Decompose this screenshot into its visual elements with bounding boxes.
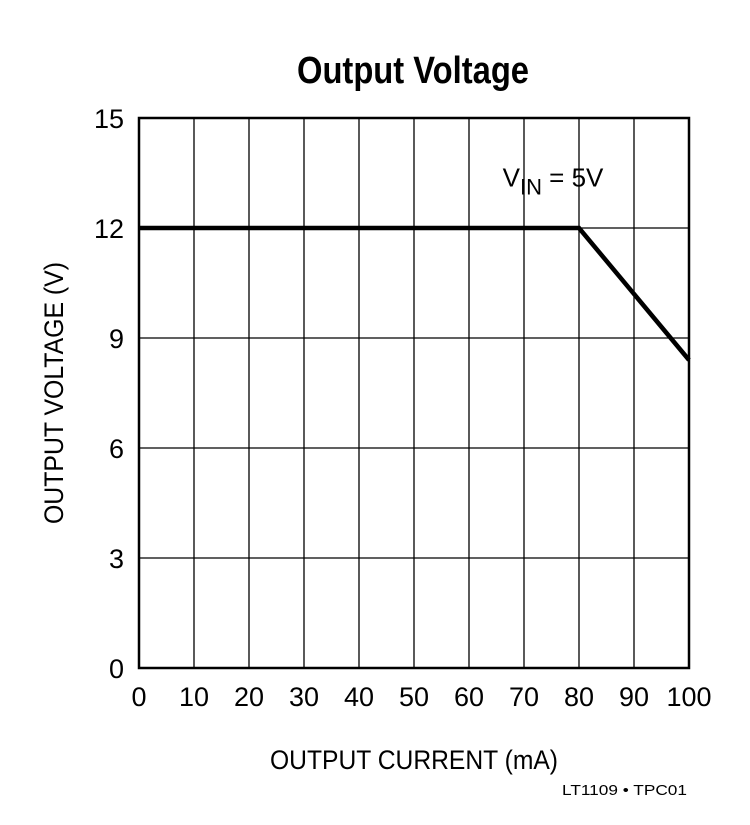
vin-annotation-suffix: = 5V <box>542 163 604 193</box>
series-line-0 <box>139 225 691 362</box>
x-tick-label-60: 60 <box>454 682 484 712</box>
y-tick-label-12: 12 <box>94 214 124 244</box>
vin-annotation: VIN = 5V <box>503 163 604 200</box>
x-tick-label-10: 10 <box>179 682 209 712</box>
y-tick-label-9: 9 <box>109 324 124 354</box>
x-tick-label-50: 50 <box>399 682 429 712</box>
x-tick-label-40: 40 <box>344 682 374 712</box>
y-tick-label-0: 0 <box>109 654 124 684</box>
series-layer <box>139 225 691 362</box>
x-tick-label-0: 0 <box>131 682 146 712</box>
y-tick-label-15: 15 <box>94 104 124 134</box>
figure-code: LT1109 • TPC01 <box>562 782 687 799</box>
y-axis-label: OUTPUT VOLTAGE (V) <box>39 262 69 524</box>
x-tick-label-70: 70 <box>509 682 539 712</box>
vin-annotation-main: V <box>503 163 521 193</box>
x-tick-label-30: 30 <box>289 682 319 712</box>
plot-frame <box>137 116 691 670</box>
grid-layer <box>139 118 689 668</box>
x-tick-label-80: 80 <box>564 682 594 712</box>
x-tick-label-20: 20 <box>234 682 264 712</box>
vin-annotation-subscript: IN <box>520 175 542 200</box>
x-tick-label-100: 100 <box>666 682 711 712</box>
y-tick-label-3: 3 <box>109 544 124 574</box>
tick-layer: 0 10 20 30 40 50 60 70 80 90 100 0 3 6 9 12 15 <box>94 104 712 712</box>
chart-title: Output Voltage <box>297 50 529 92</box>
y-tick-label-6: 6 <box>109 434 124 464</box>
x-axis-label: OUTPUT CURRENT (mA) <box>270 745 558 775</box>
frame-layer <box>137 116 691 670</box>
x-tick-label-90: 90 <box>619 682 649 712</box>
